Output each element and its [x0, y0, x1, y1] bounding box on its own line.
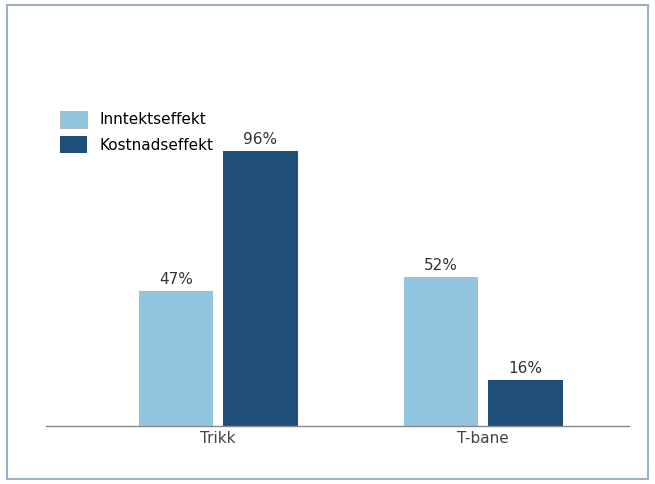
Text: 47%: 47%: [159, 272, 193, 287]
Bar: [139, 291, 213, 426]
Text: 96%: 96%: [244, 132, 278, 147]
Text: 52%: 52%: [424, 258, 458, 273]
Legend: Inntektseffekt, Kostnadseffekt: Inntektseffekt, Kostnadseffekt: [54, 105, 219, 160]
Bar: [403, 277, 477, 426]
Text: 16%: 16%: [508, 361, 542, 376]
Bar: [489, 380, 563, 426]
Bar: [223, 151, 297, 426]
